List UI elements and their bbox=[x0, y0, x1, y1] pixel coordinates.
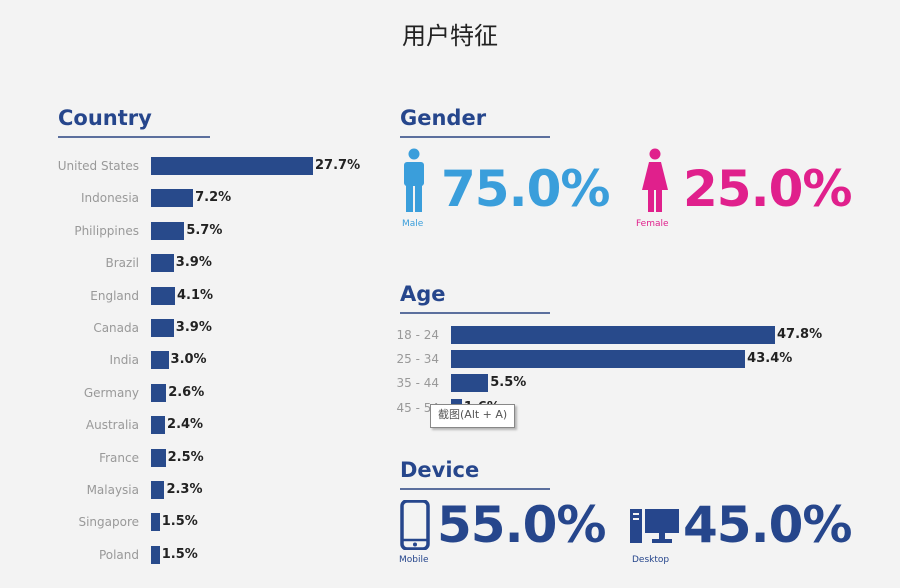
bar-value-label: 4.1% bbox=[176, 287, 214, 303]
bar-category-label: Poland bbox=[98, 547, 139, 562]
male-person-icon bbox=[404, 148, 424, 212]
bar-category-label: United States bbox=[57, 159, 139, 173]
bar-value-label: 2.6% bbox=[168, 384, 205, 400]
bar bbox=[151, 157, 313, 175]
mobile-label: Mobile bbox=[399, 555, 429, 565]
bar-value-label: 5.7% bbox=[186, 222, 223, 238]
male-percentage: 75.0% bbox=[441, 160, 610, 218]
bar-category-label: Brazil bbox=[105, 256, 140, 271]
bar bbox=[151, 416, 166, 435]
male-label: Male bbox=[402, 219, 424, 229]
female-person-icon bbox=[642, 148, 668, 212]
mobile-percentage: 55.0% bbox=[437, 496, 606, 554]
bar bbox=[151, 383, 167, 402]
bar-value-label: 27.7% bbox=[315, 158, 361, 173]
female-percentage: 25.0% bbox=[683, 160, 852, 218]
age-heading: Age bbox=[400, 282, 550, 314]
desktop-computer-icon bbox=[630, 509, 679, 543]
bar bbox=[151, 545, 160, 564]
bar-category-label: Germany bbox=[83, 385, 139, 400]
female-label: Female bbox=[636, 219, 669, 229]
bar bbox=[151, 351, 169, 370]
bar-category-label: Australia bbox=[85, 418, 139, 433]
bar-category-label: Philippines bbox=[74, 223, 139, 238]
bar-value-label: 2.3% bbox=[166, 482, 203, 497]
bar-category-label: Malaysia bbox=[86, 483, 139, 497]
bar-category-label: France bbox=[99, 450, 139, 465]
bar bbox=[151, 189, 194, 208]
bar-category-label: 25 - 34 bbox=[396, 352, 440, 367]
bar-value-label: 3.9% bbox=[175, 320, 212, 335]
bar-category-label: England bbox=[90, 288, 139, 303]
desktop-percentage: 45.0% bbox=[683, 496, 852, 554]
bar-category-label: Indonesia bbox=[80, 191, 139, 206]
bar bbox=[451, 350, 746, 369]
bar-value-label: 3.9% bbox=[175, 255, 212, 271]
bar bbox=[451, 374, 489, 393]
bar-value-label: 2.4% bbox=[167, 417, 204, 433]
bar bbox=[151, 286, 175, 305]
bar-category-label: 35 - 44 bbox=[396, 376, 440, 391]
bar-category-label: 45 - 54 bbox=[396, 400, 440, 415]
bar-category-label: Singapore bbox=[78, 515, 139, 530]
bar-value-label: 2.5% bbox=[167, 449, 204, 465]
bar-value-label: 5.5% bbox=[490, 375, 527, 391]
device-heading: Device bbox=[400, 458, 550, 490]
bar bbox=[151, 481, 165, 499]
screenshot-tooltip: 截图(Alt + A) bbox=[430, 404, 516, 428]
gender-heading: Gender bbox=[400, 106, 550, 138]
bar-value-label: 1.5% bbox=[161, 514, 198, 530]
bar-category-label: Canada bbox=[93, 321, 139, 335]
bar bbox=[151, 513, 160, 532]
mobile-phone-icon bbox=[400, 500, 430, 550]
bar-value-label: 7.2% bbox=[195, 190, 232, 206]
desktop-label: Desktop bbox=[632, 555, 670, 565]
bar bbox=[151, 448, 166, 467]
bar-value-label: 3.0% bbox=[170, 352, 207, 368]
country-heading: Country bbox=[58, 106, 210, 138]
bar-value-label: 1.5% bbox=[161, 546, 198, 562]
bar-category-label: 18 - 24 bbox=[396, 328, 440, 342]
bar-category-label: India bbox=[109, 353, 139, 368]
bar bbox=[151, 221, 185, 240]
bar bbox=[151, 254, 174, 273]
bar bbox=[451, 326, 775, 344]
bar-value-label: 47.8% bbox=[777, 327, 823, 342]
bar-value-label: 43.4% bbox=[747, 351, 793, 367]
bar bbox=[151, 319, 174, 337]
page-title: 用户特征 bbox=[402, 22, 498, 50]
